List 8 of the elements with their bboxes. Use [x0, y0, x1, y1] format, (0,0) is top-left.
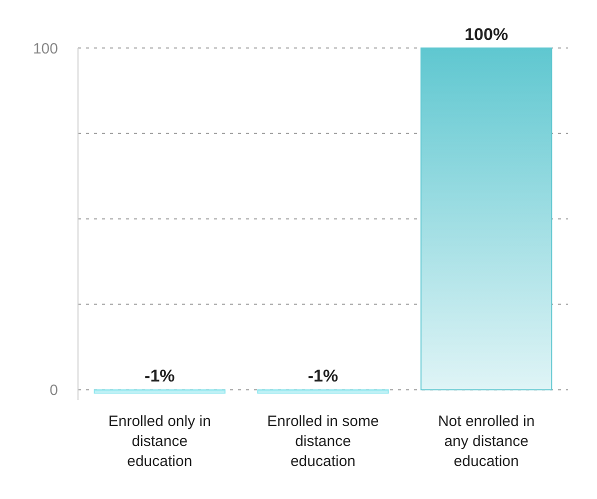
data-label: -1% — [308, 366, 338, 386]
y-tick-label: 0 — [50, 382, 58, 399]
y-tick-label: 100 — [32, 40, 58, 58]
x-tick-label: Enrolled in some distance education — [267, 413, 379, 470]
data-label: -1% — [144, 366, 175, 386]
x-tick-label: Enrolled only in distance education — [108, 413, 211, 470]
data-label: 100% — [464, 25, 508, 44]
x-tick-label: Not enrolled in any distance education — [438, 413, 535, 470]
